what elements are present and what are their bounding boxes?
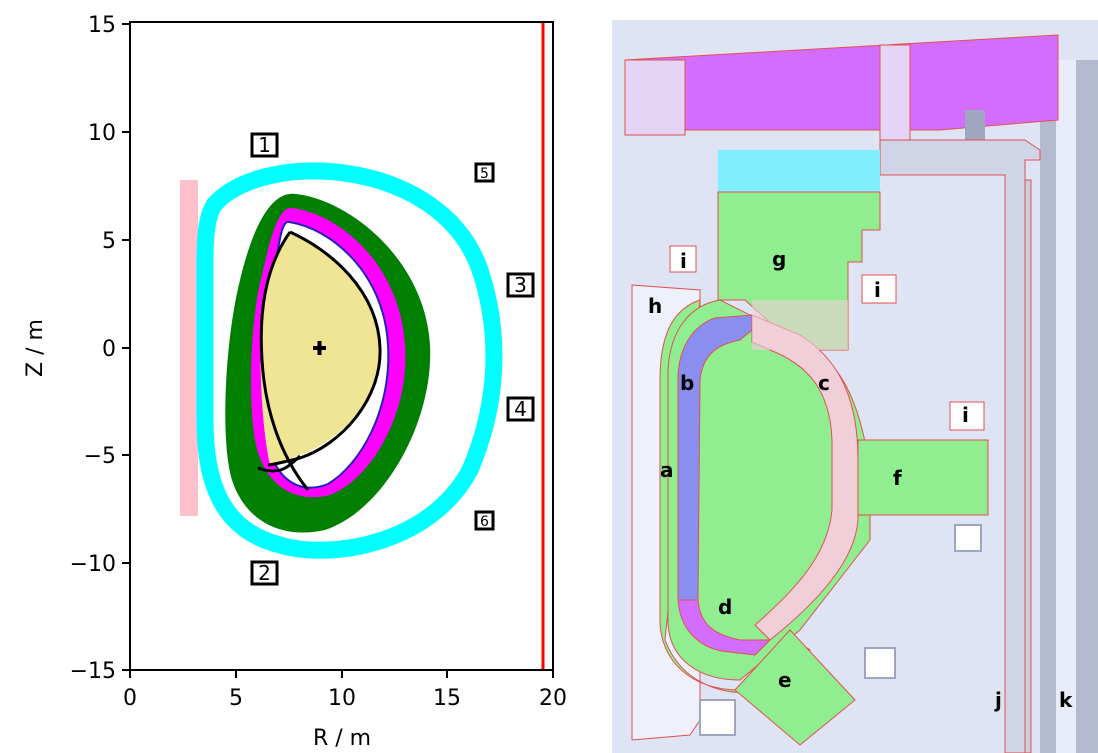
marker-3-label: 3: [514, 273, 527, 297]
divertor-d: [677, 599, 772, 656]
separatrix-lower-leg: [257, 454, 302, 473]
roof-column: [965, 110, 985, 140]
label-j: j: [994, 688, 1002, 712]
y-tick-label: 15: [88, 13, 116, 38]
block-lower-2: [864, 647, 896, 679]
marker-6: 6: [474, 510, 495, 531]
plot-area: 1 2 3 4 5 6: [180, 22, 545, 670]
marker-3: 3: [506, 272, 535, 298]
outer-coil-ring: [196, 162, 503, 559]
central-slab: [180, 180, 198, 516]
x-ticks: [129, 670, 554, 678]
separatrix-inner-leg: [259, 231, 310, 491]
marker-5-label: 5: [480, 166, 489, 182]
label-k: k: [1059, 688, 1073, 712]
label-c: c: [818, 371, 830, 395]
magnetic-axis-marker: [313, 341, 326, 355]
x-tick-label: 0: [123, 686, 137, 711]
y-tick-label: 0: [102, 337, 116, 362]
marker-4-label: 4: [514, 397, 527, 421]
blanket-top-pink: [752, 300, 848, 350]
outboard-blanket-c: [751, 314, 859, 641]
x-tick-label: 5: [229, 686, 243, 711]
marker-1-label: 1: [258, 133, 271, 157]
block-lower-3: [699, 699, 736, 736]
cryostat-shell: [879, 139, 1041, 753]
label-g: g: [772, 247, 786, 271]
lower-port-e: [734, 629, 856, 746]
block-i-right: [949, 401, 985, 431]
marker-2: 2: [250, 560, 279, 586]
rz-cross-section-plot: 1 2 3 4 5 6: [23, 13, 567, 751]
y-tick-label: −15: [70, 659, 116, 684]
roof-frame-right: [879, 44, 911, 141]
roof-frame-left: [624, 59, 686, 136]
x-tick-label: 20: [539, 686, 567, 711]
y-tick-label: −5: [84, 444, 116, 469]
axes: 15 10 5 0 −5 −10 −15 0 5 10 15 20 R / m …: [23, 13, 567, 751]
label-b: b: [680, 371, 694, 395]
label-i-2: i: [874, 278, 881, 302]
x-tick-label: 10: [328, 686, 356, 711]
y-axis-label: Z / m: [23, 319, 48, 377]
right-labels: a b c d e f g h i i i j k: [648, 247, 1073, 712]
marker-1: 1: [250, 132, 279, 158]
label-e: e: [778, 668, 792, 692]
x-axis-label: R / m: [313, 726, 371, 751]
cad-render-cross-section: a b c d e f g h i i i j k: [612, 20, 1098, 753]
y-ticks: [122, 23, 130, 671]
y-tick-labels: 15 10 5 0 −5 −10 −15: [70, 13, 116, 684]
y-tick-label: 5: [102, 229, 116, 254]
label-i-3: i: [962, 403, 969, 427]
y-tick-label: 10: [88, 121, 116, 146]
block-lower-1: [954, 524, 982, 552]
inboard-blanket-b: [677, 314, 753, 601]
y-tick-label: −10: [70, 552, 116, 577]
equatorial-port-f: [857, 439, 989, 516]
upper-port-cyan: [718, 150, 880, 192]
wall-panel-k-face: [1056, 60, 1076, 753]
label-a: a: [660, 458, 674, 482]
x-tick-labels: 0 5 10 15 20: [123, 686, 567, 711]
label-f: f: [893, 466, 902, 490]
marker-6-label: 6: [480, 514, 489, 530]
marker-4: 4: [506, 396, 535, 422]
marker-5: 5: [474, 162, 495, 183]
label-d: d: [718, 595, 732, 619]
x-tick-label: 15: [433, 686, 461, 711]
block-i-mid: [861, 274, 897, 304]
label-h: h: [648, 294, 662, 318]
block-i-top-left: [669, 245, 697, 273]
label-i-1: i: [680, 249, 687, 273]
marker-2-label: 2: [258, 561, 271, 585]
